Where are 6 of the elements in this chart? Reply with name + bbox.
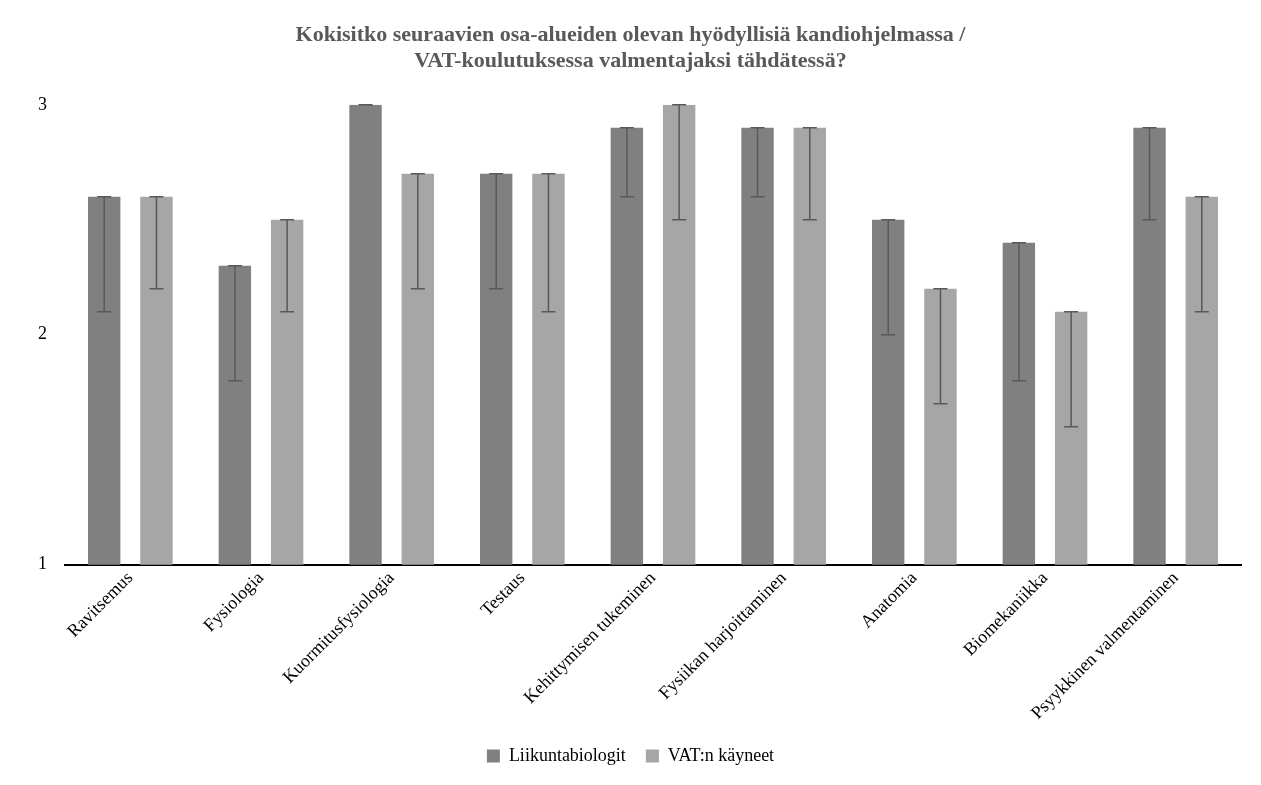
chart-title: Kokisitko seuraavien osa-alueiden olevan hyödyllisiä kandiohjelmassa / VAT-koulutuksessa valmentajaksi tähdätessä?	[295, 20, 967, 73]
y-tick-label: 2	[38, 323, 47, 344]
legend-label: VAT:n käyneet	[667, 744, 775, 765]
y-tick-label: 1	[38, 553, 47, 574]
y-tick-label: 3	[38, 93, 47, 114]
legend-label: Liikuntabiologit	[508, 744, 626, 765]
